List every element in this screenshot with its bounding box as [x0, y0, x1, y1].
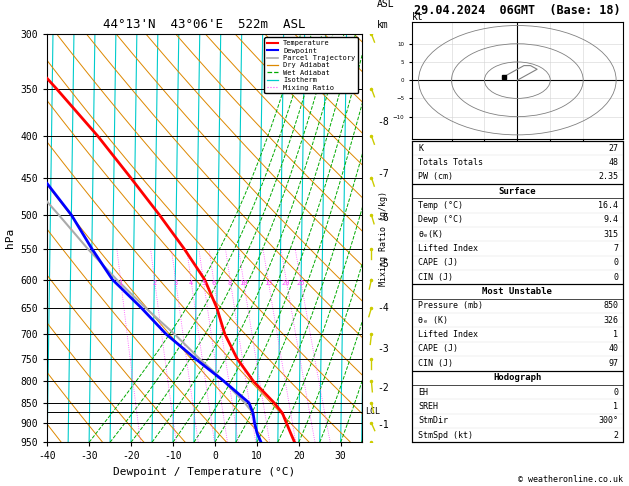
Text: 326: 326 [603, 316, 618, 325]
Text: ASL: ASL [377, 0, 395, 9]
Text: θₑ (K): θₑ (K) [418, 316, 448, 325]
Text: 40: 40 [608, 345, 618, 353]
Bar [412, 184, 623, 284]
Text: 1: 1 [613, 402, 618, 411]
Text: 7: 7 [613, 244, 618, 253]
Text: -7: -7 [377, 169, 389, 179]
Text: 15: 15 [264, 279, 272, 285]
Text: Surface: Surface [499, 187, 536, 196]
Text: CAPE (J): CAPE (J) [418, 259, 459, 267]
Text: K: K [418, 144, 423, 153]
Text: 25: 25 [296, 279, 305, 285]
Text: Hodograph: Hodograph [493, 373, 542, 382]
Text: PW (cm): PW (cm) [418, 173, 454, 181]
Bar [412, 370, 623, 442]
Text: 0: 0 [613, 273, 618, 282]
Text: km: km [377, 20, 389, 31]
Text: 8: 8 [228, 279, 232, 285]
Text: -1: -1 [377, 420, 389, 430]
Text: 1: 1 [613, 330, 618, 339]
Text: Pressure (mb): Pressure (mb) [418, 301, 483, 311]
Text: 27: 27 [608, 144, 618, 153]
Text: © weatheronline.co.uk: © weatheronline.co.uk [518, 474, 623, 484]
Text: StmSpd (kt): StmSpd (kt) [418, 431, 473, 439]
Text: 850: 850 [603, 301, 618, 311]
Text: Lifted Index: Lifted Index [418, 330, 478, 339]
Text: 315: 315 [603, 230, 618, 239]
Text: 2.35: 2.35 [599, 173, 618, 181]
Text: SREH: SREH [418, 402, 438, 411]
Text: 0: 0 [613, 259, 618, 267]
Text: 10: 10 [239, 279, 248, 285]
Text: 9.4: 9.4 [603, 215, 618, 225]
Text: StmDir: StmDir [418, 416, 448, 425]
Text: EH: EH [418, 387, 428, 397]
Text: -5: -5 [377, 260, 389, 269]
Text: θₑ(K): θₑ(K) [418, 230, 443, 239]
Text: 6: 6 [211, 279, 216, 285]
Text: -4: -4 [377, 303, 389, 313]
Text: Totals Totals: Totals Totals [418, 158, 483, 167]
Text: -3: -3 [377, 344, 389, 354]
Text: 3: 3 [174, 279, 177, 285]
Title: 44°13'N  43°06'E  522m  ASL: 44°13'N 43°06'E 522m ASL [103, 18, 306, 32]
Bar [412, 141, 623, 184]
X-axis label: Dewpoint / Temperature (°C): Dewpoint / Temperature (°C) [113, 467, 296, 477]
Text: 5: 5 [201, 279, 206, 285]
Text: -6: -6 [377, 213, 389, 224]
Bar [412, 284, 623, 370]
Text: 2: 2 [152, 279, 157, 285]
Text: Mixing Ratio (g/kg): Mixing Ratio (g/kg) [379, 191, 388, 286]
Text: 20: 20 [282, 279, 291, 285]
Text: CIN (J): CIN (J) [418, 359, 454, 368]
Text: 0: 0 [613, 387, 618, 397]
Text: CIN (J): CIN (J) [418, 273, 454, 282]
Text: Temp (°C): Temp (°C) [418, 201, 464, 210]
Text: LCL: LCL [365, 407, 380, 417]
Text: 4: 4 [189, 279, 193, 285]
Text: 48: 48 [608, 158, 618, 167]
Text: 16.4: 16.4 [599, 201, 618, 210]
Text: -8: -8 [377, 118, 389, 127]
Text: 300°: 300° [599, 416, 618, 425]
Text: kt: kt [412, 12, 424, 22]
Text: Lifted Index: Lifted Index [418, 244, 478, 253]
Text: 29.04.2024  06GMT  (Base: 18): 29.04.2024 06GMT (Base: 18) [414, 4, 621, 17]
Text: CAPE (J): CAPE (J) [418, 345, 459, 353]
Text: 1: 1 [118, 279, 123, 285]
Text: Most Unstable: Most Unstable [482, 287, 552, 296]
Text: -2: -2 [377, 383, 389, 393]
Y-axis label: hPa: hPa [5, 228, 15, 248]
Text: Dewp (°C): Dewp (°C) [418, 215, 464, 225]
Legend: Temperature, Dewpoint, Parcel Trajectory, Dry Adiabat, Wet Adiabat, Isotherm, Mi: Temperature, Dewpoint, Parcel Trajectory… [264, 37, 358, 93]
Text: 2: 2 [613, 431, 618, 439]
Text: 97: 97 [608, 359, 618, 368]
